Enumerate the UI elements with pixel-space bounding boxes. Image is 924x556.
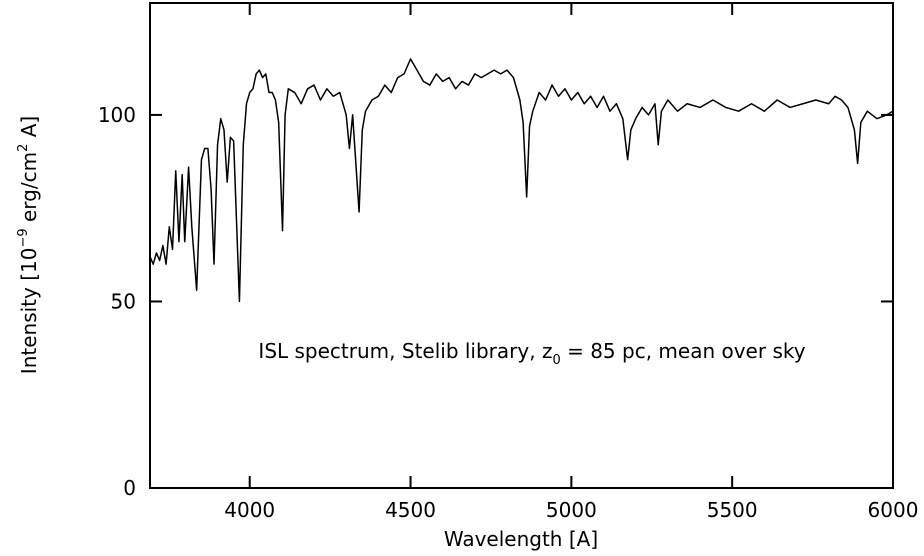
y-tick-label: 0 xyxy=(123,476,136,500)
annotation-part: = 85 pc, mean over sky xyxy=(561,339,806,363)
y-title-part: Intensity [10 xyxy=(17,248,41,375)
y-tick-label: 50 xyxy=(111,289,136,313)
x-tick-label: 6000 xyxy=(868,498,919,522)
y-title-sup: 2 xyxy=(16,144,31,152)
x-tick-label: 4500 xyxy=(385,498,436,522)
y-title-part: erg/cm xyxy=(17,152,41,228)
x-tick-label: 5500 xyxy=(707,498,758,522)
x-tick-label: 5000 xyxy=(546,498,597,522)
y-title-part: A] xyxy=(17,116,41,144)
annotation-sub: 0 xyxy=(552,353,560,368)
x-axis-title: Wavelength [A] xyxy=(444,527,598,551)
annotation: ISL spectrum, Stelib library, z0 = 85 pc… xyxy=(258,339,805,368)
plot-frame xyxy=(149,2,894,489)
x-tick-label: 4000 xyxy=(224,498,275,522)
annotation-part: ISL spectrum, Stelib library, z xyxy=(258,339,552,363)
spectrum-line xyxy=(149,58,894,303)
y-axis-title: Intensity [10−9 erg/cm2 A] xyxy=(16,116,41,374)
y-tick-label: 100 xyxy=(98,103,136,127)
y-title-sup: −9 xyxy=(16,228,31,247)
